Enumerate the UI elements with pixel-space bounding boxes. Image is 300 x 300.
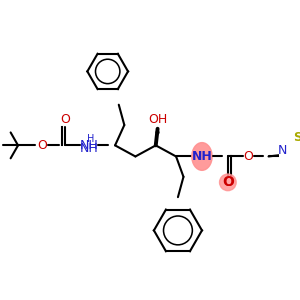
Ellipse shape bbox=[220, 174, 236, 191]
Text: O: O bbox=[37, 139, 47, 152]
Text: H: H bbox=[87, 134, 95, 144]
Text: NH: NH bbox=[192, 150, 212, 163]
Text: NH: NH bbox=[80, 142, 99, 155]
Text: N: N bbox=[278, 144, 287, 157]
Text: O: O bbox=[243, 150, 253, 163]
Text: O: O bbox=[223, 176, 233, 189]
Text: O: O bbox=[222, 176, 234, 189]
Ellipse shape bbox=[192, 142, 212, 170]
Text: NH: NH bbox=[80, 139, 99, 152]
Text: OH: OH bbox=[148, 113, 167, 126]
Text: S: S bbox=[294, 131, 300, 145]
Text: O: O bbox=[60, 113, 70, 126]
